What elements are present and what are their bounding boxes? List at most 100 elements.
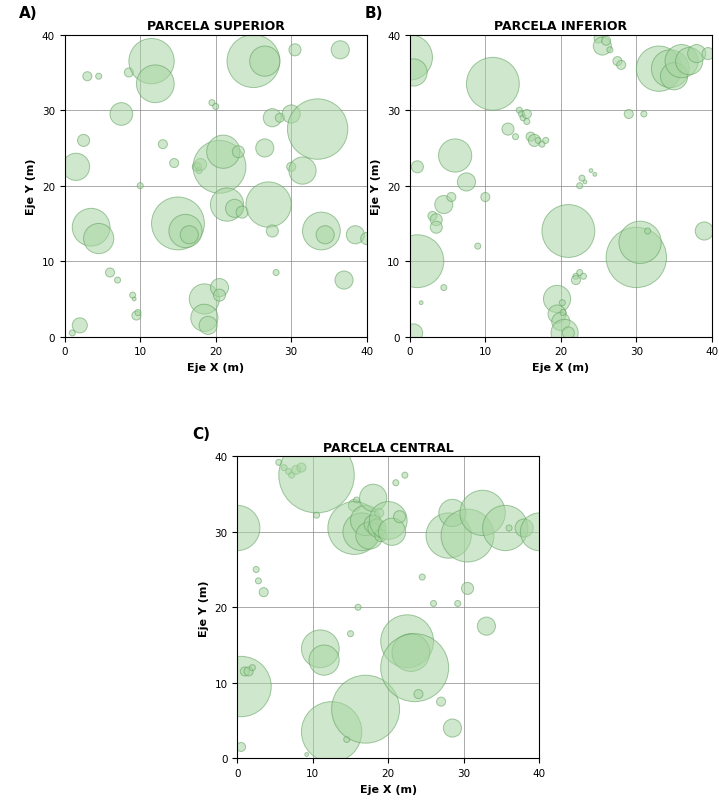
Circle shape (526, 133, 535, 142)
Circle shape (577, 184, 582, 189)
Circle shape (560, 310, 566, 316)
Circle shape (602, 37, 610, 47)
Circle shape (559, 300, 565, 306)
Circle shape (96, 74, 101, 80)
Circle shape (213, 104, 219, 111)
Circle shape (392, 634, 430, 671)
Circle shape (477, 618, 495, 635)
Circle shape (209, 100, 215, 107)
Circle shape (266, 225, 278, 237)
Circle shape (135, 310, 141, 316)
Circle shape (303, 213, 340, 250)
Circle shape (63, 154, 90, 181)
Circle shape (636, 47, 682, 92)
Text: B): B) (365, 6, 383, 21)
Circle shape (562, 327, 574, 339)
Circle shape (137, 66, 174, 103)
Y-axis label: Eje Y (m): Eje Y (m) (372, 158, 381, 215)
Circle shape (661, 63, 687, 91)
Circle shape (439, 140, 472, 173)
Circle shape (462, 582, 474, 595)
Circle shape (528, 136, 541, 148)
Circle shape (244, 667, 253, 676)
Circle shape (368, 520, 386, 537)
Circle shape (695, 223, 713, 241)
Circle shape (542, 205, 595, 258)
Circle shape (482, 506, 528, 551)
Circle shape (520, 115, 526, 122)
Circle shape (110, 103, 133, 126)
Circle shape (516, 108, 522, 114)
Circle shape (446, 193, 456, 202)
Circle shape (393, 480, 399, 486)
Circle shape (331, 675, 400, 743)
Circle shape (522, 111, 531, 119)
Circle shape (344, 736, 349, 743)
Circle shape (189, 285, 219, 314)
Circle shape (551, 313, 570, 331)
Circle shape (439, 500, 466, 527)
Circle shape (169, 215, 202, 249)
Circle shape (583, 180, 587, 184)
Circle shape (255, 578, 262, 584)
Circle shape (281, 465, 287, 471)
X-axis label: Eje X (m): Eje X (m) (187, 363, 244, 372)
Circle shape (381, 634, 449, 702)
Title: PARCELA CENTRAL: PARCELA CENTRAL (323, 441, 454, 454)
Circle shape (645, 229, 651, 235)
Circle shape (360, 484, 387, 512)
Circle shape (402, 472, 408, 479)
Circle shape (227, 35, 280, 88)
Circle shape (226, 200, 244, 218)
Circle shape (137, 184, 143, 189)
Circle shape (263, 110, 281, 128)
Circle shape (535, 138, 541, 144)
Circle shape (539, 142, 545, 148)
Circle shape (211, 188, 244, 222)
Circle shape (580, 274, 587, 280)
Circle shape (475, 244, 481, 249)
Circle shape (435, 196, 453, 214)
Circle shape (613, 58, 622, 67)
Circle shape (282, 106, 301, 124)
Circle shape (347, 631, 354, 637)
Circle shape (152, 198, 204, 250)
Circle shape (199, 317, 217, 335)
Circle shape (170, 160, 179, 168)
Circle shape (431, 601, 436, 607)
Circle shape (106, 269, 114, 277)
Circle shape (237, 743, 246, 751)
Circle shape (441, 286, 446, 291)
Circle shape (206, 136, 240, 169)
Circle shape (441, 509, 494, 562)
Circle shape (375, 508, 384, 518)
Circle shape (518, 111, 525, 118)
Circle shape (343, 513, 381, 551)
Text: C): C) (192, 427, 210, 442)
Circle shape (589, 169, 593, 173)
Circle shape (676, 48, 702, 75)
Circle shape (211, 279, 229, 298)
Circle shape (414, 690, 423, 699)
Circle shape (619, 222, 661, 264)
Circle shape (702, 48, 714, 60)
Circle shape (214, 506, 260, 551)
Circle shape (515, 520, 533, 537)
Circle shape (279, 438, 354, 513)
Circle shape (617, 61, 626, 71)
Circle shape (544, 286, 571, 313)
Circle shape (436, 697, 446, 707)
Circle shape (158, 140, 168, 149)
Circle shape (419, 574, 425, 581)
Circle shape (335, 272, 353, 290)
Circle shape (193, 141, 246, 194)
Circle shape (288, 99, 348, 160)
Circle shape (214, 290, 226, 302)
Circle shape (301, 630, 339, 668)
Circle shape (287, 163, 296, 172)
Circle shape (651, 51, 689, 88)
Circle shape (375, 530, 387, 542)
Circle shape (285, 469, 292, 475)
Circle shape (593, 173, 597, 177)
Circle shape (240, 667, 249, 676)
